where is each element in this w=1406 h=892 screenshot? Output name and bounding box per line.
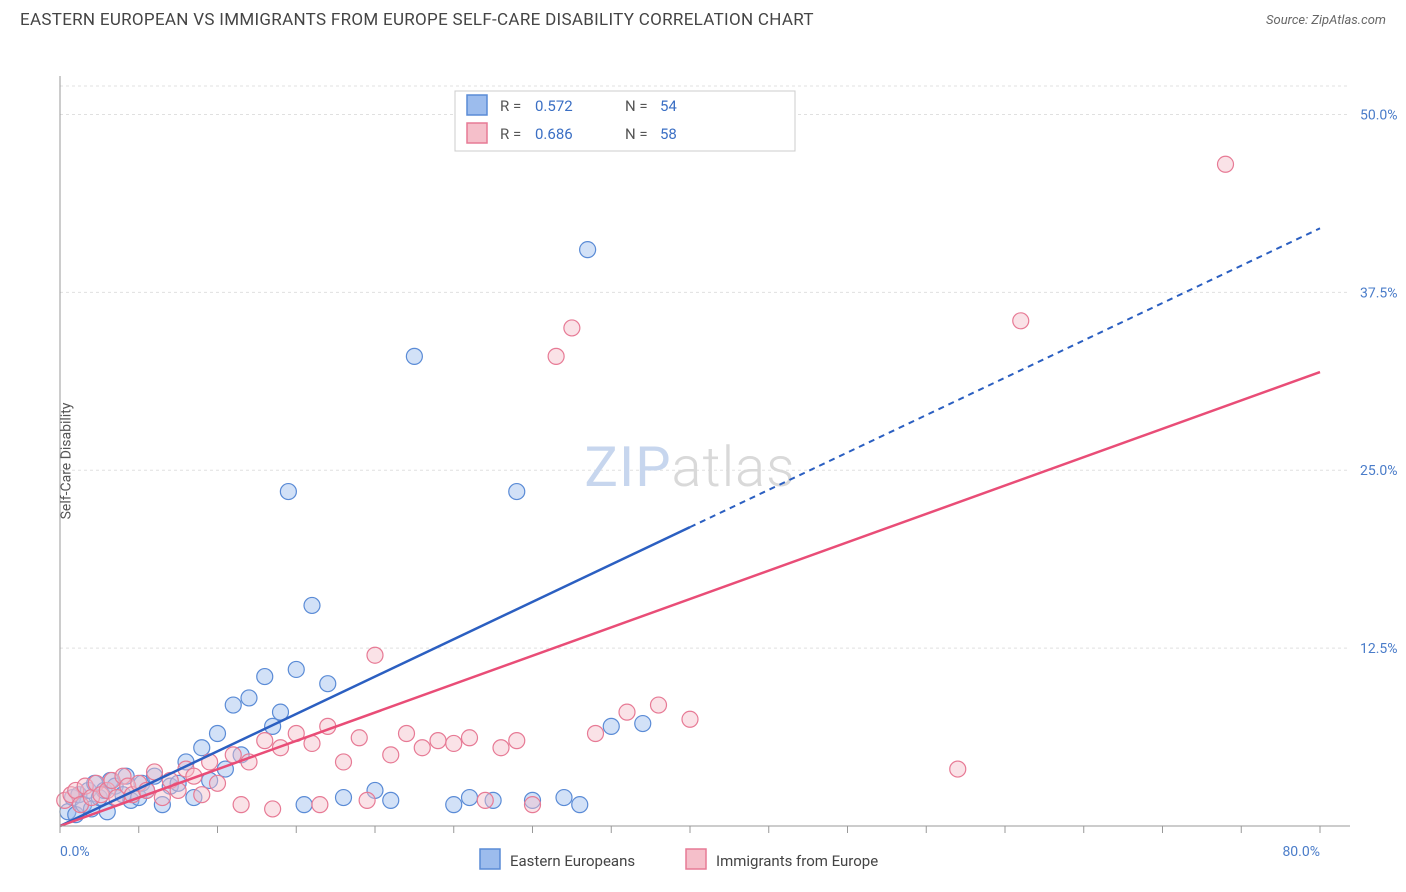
y-axis-label: Self-Care Disability (58, 403, 74, 520)
data-point (280, 484, 296, 500)
x-tick-label: 0.0% (60, 844, 90, 860)
data-point (446, 797, 462, 813)
data-point (257, 733, 273, 749)
data-point (635, 716, 651, 732)
data-point (233, 797, 249, 813)
data-point (336, 790, 352, 806)
x-tick-label: 80.0% (1282, 844, 1320, 860)
data-point (651, 697, 667, 713)
data-point (564, 320, 580, 336)
data-point (462, 730, 478, 746)
data-point (312, 797, 328, 813)
y-tick-label: 50.0% (1360, 107, 1398, 123)
y-tick-label: 25.0% (1360, 463, 1398, 479)
data-point (414, 740, 430, 756)
data-point (588, 726, 604, 742)
data-point (257, 669, 273, 685)
data-point (383, 747, 399, 763)
data-point (493, 740, 509, 756)
data-point (619, 704, 635, 720)
y-tick-label: 37.5% (1360, 285, 1398, 301)
chart-title: EASTERN EUROPEAN VS IMMIGRANTS FROM EURO… (20, 10, 814, 30)
data-point (210, 775, 226, 791)
watermark: ZIPatlas (584, 434, 795, 500)
trend-line-extrapolated (690, 228, 1320, 527)
data-point (477, 792, 493, 808)
y-tick-label: 12.5% (1360, 641, 1398, 657)
data-point (572, 797, 588, 813)
n-label: N = (625, 97, 648, 115)
data-point (580, 242, 596, 258)
data-point (367, 647, 383, 663)
data-point (304, 597, 320, 613)
data-point (1013, 313, 1029, 329)
data-point (525, 797, 541, 813)
data-point (265, 801, 281, 817)
data-point (336, 754, 352, 770)
legend-swatch (686, 849, 706, 869)
data-point (446, 735, 462, 751)
legend-swatch (480, 849, 500, 869)
legend-swatch (467, 123, 487, 143)
data-point (399, 726, 415, 742)
trend-line (60, 527, 690, 826)
source-attribution: Source: ZipAtlas.com (1266, 13, 1386, 28)
legend-label: Eastern Europeans (510, 852, 635, 870)
data-point (430, 733, 446, 749)
data-point (509, 733, 525, 749)
data-point (210, 726, 226, 742)
data-point (359, 792, 375, 808)
data-point (241, 690, 257, 706)
data-point (462, 790, 478, 806)
data-point (603, 718, 619, 734)
data-point (296, 797, 312, 813)
data-point (548, 348, 564, 364)
data-point (194, 740, 210, 756)
legend-label: Immigrants from Europe (716, 852, 878, 870)
scatter-chart: ZIPatlas 0.0% 80.0% 12.5% 25.0% 37.5% 50.0% R =… (0, 36, 1406, 886)
data-point (383, 792, 399, 808)
header: EASTERN EUROPEAN VS IMMIGRANTS FROM EURO… (0, 0, 1406, 36)
data-point (556, 790, 572, 806)
data-point (288, 661, 304, 677)
data-point (1218, 156, 1234, 172)
data-point (950, 761, 966, 777)
data-point (682, 711, 698, 727)
data-point (351, 730, 367, 746)
data-point (225, 697, 241, 713)
data-point (509, 484, 525, 500)
data-point (406, 348, 422, 364)
r-value: 0.686 (535, 125, 573, 143)
r-label: R = (500, 97, 521, 115)
data-point (320, 676, 336, 692)
n-value: 54 (660, 97, 677, 115)
data-point (194, 787, 210, 803)
n-value: 58 (660, 125, 677, 143)
legend-swatch (467, 95, 487, 115)
chart-container: Self-Care Disability ZIPatlas 0.0% 80.0% 12… (0, 36, 1406, 886)
r-value: 0.572 (535, 97, 573, 115)
r-label: R = (500, 125, 521, 143)
n-label: N = (625, 125, 648, 143)
